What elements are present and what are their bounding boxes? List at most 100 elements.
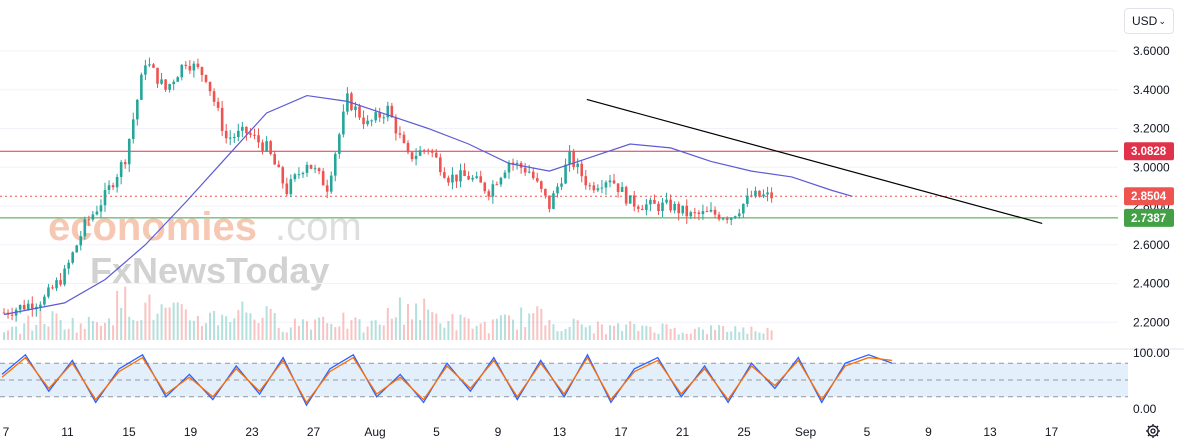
candle-body xyxy=(67,262,70,269)
volume-bar xyxy=(23,323,26,340)
candle-body xyxy=(717,214,721,220)
time-tick-label: 23 xyxy=(245,425,259,439)
candle-body xyxy=(99,205,103,212)
volume-bar xyxy=(499,315,502,340)
volume-bar xyxy=(306,321,308,340)
settings-button[interactable] xyxy=(1142,420,1164,442)
volume-bar xyxy=(285,332,288,340)
grid xyxy=(0,50,1118,323)
horizontal-levels xyxy=(0,150,1118,219)
candle-body xyxy=(527,171,531,173)
volume-bar xyxy=(99,325,102,340)
candle-body xyxy=(491,184,495,197)
volume-bar xyxy=(580,324,583,340)
candle-body xyxy=(588,185,592,187)
candle-body xyxy=(79,236,83,246)
candle-body xyxy=(144,65,147,75)
volume-bar xyxy=(83,328,86,340)
volume-bar xyxy=(188,320,191,340)
candle-body xyxy=(358,106,361,118)
candle-body xyxy=(281,167,285,184)
candle-body xyxy=(422,150,426,152)
volume-bar xyxy=(455,330,458,340)
volume-bar xyxy=(314,319,317,340)
price-axis[interactable]: 3.60003.40003.20003.00002.80002.60002.40… xyxy=(1133,44,1170,329)
candlestick-series xyxy=(2,57,773,322)
candle-body xyxy=(2,312,6,314)
candle-body xyxy=(350,93,353,111)
volume-bar xyxy=(637,330,640,340)
volume-bar xyxy=(758,332,761,340)
candle-body xyxy=(584,176,588,186)
candle-body xyxy=(232,137,236,139)
currency-label: USD xyxy=(1132,14,1158,28)
candle-body xyxy=(681,205,685,214)
candle-body xyxy=(487,191,491,197)
volume-bar xyxy=(47,326,50,340)
volume-bar xyxy=(136,321,139,340)
candle-body xyxy=(75,245,79,253)
candle-body xyxy=(257,135,260,143)
volume-bar xyxy=(318,317,321,340)
volume-bar xyxy=(451,313,454,340)
volume-bar xyxy=(710,325,712,340)
candle-body xyxy=(523,167,527,173)
volume-bar xyxy=(95,322,98,340)
volume-bar xyxy=(419,320,422,340)
volume-bar xyxy=(673,327,676,340)
time-axis[interactable]: 7 11 15 19 23 27 Aug 5 9 13 17 21 25 Sep 5 9 13 17 xyxy=(3,425,1059,439)
volume-bar xyxy=(552,324,555,340)
time-tick-label: 5 xyxy=(433,425,440,439)
candle-body xyxy=(608,180,612,183)
volume-bar xyxy=(746,333,749,340)
candle-body xyxy=(176,77,180,82)
candle-body xyxy=(39,304,42,307)
volume-bar xyxy=(572,318,575,340)
volume-bar xyxy=(59,319,62,340)
volume-bar xyxy=(516,329,519,340)
candle-body xyxy=(87,219,91,221)
volume-bar xyxy=(718,325,721,340)
time-tick-label: Aug xyxy=(364,425,385,439)
candle-body xyxy=(301,172,305,175)
candle-body xyxy=(289,179,293,195)
volume-bar xyxy=(148,294,151,340)
time-tick-label: 19 xyxy=(184,425,198,439)
candle-body xyxy=(406,142,410,153)
candle-body xyxy=(362,117,365,125)
volume-bar xyxy=(398,297,401,340)
volume-bar xyxy=(738,332,741,340)
candle-body xyxy=(455,174,458,182)
candle-body xyxy=(725,218,729,220)
volume-bar xyxy=(297,325,300,340)
candle-body xyxy=(624,187,628,204)
volume-bar xyxy=(540,308,543,340)
candle-body xyxy=(560,183,563,187)
volume-bar xyxy=(346,328,349,340)
volume-bar xyxy=(354,317,357,340)
volume-bar xyxy=(714,329,717,340)
volume-bar xyxy=(677,334,680,340)
candle-body xyxy=(374,112,377,121)
volume-bar xyxy=(689,333,692,340)
candle-body xyxy=(325,185,329,192)
volume-bar xyxy=(213,310,216,340)
candle-body xyxy=(333,153,337,176)
candle-body xyxy=(140,74,143,100)
candle-body xyxy=(612,180,616,184)
volume-bar xyxy=(701,329,704,340)
candle-body xyxy=(762,194,765,197)
candle-body xyxy=(673,203,676,211)
candle-body xyxy=(382,117,386,119)
price-tick-label: 2.4000 xyxy=(1133,277,1170,291)
currency-selector[interactable]: USD ⌄ xyxy=(1124,8,1174,34)
volume-bar xyxy=(467,318,470,340)
candle-body xyxy=(172,81,175,85)
volume-bar xyxy=(378,324,381,340)
volume-bar xyxy=(520,307,523,340)
trendline[interactable] xyxy=(586,98,1043,225)
volume-bar xyxy=(770,330,773,340)
volume-bar xyxy=(382,325,385,340)
volume-bar xyxy=(483,321,486,340)
